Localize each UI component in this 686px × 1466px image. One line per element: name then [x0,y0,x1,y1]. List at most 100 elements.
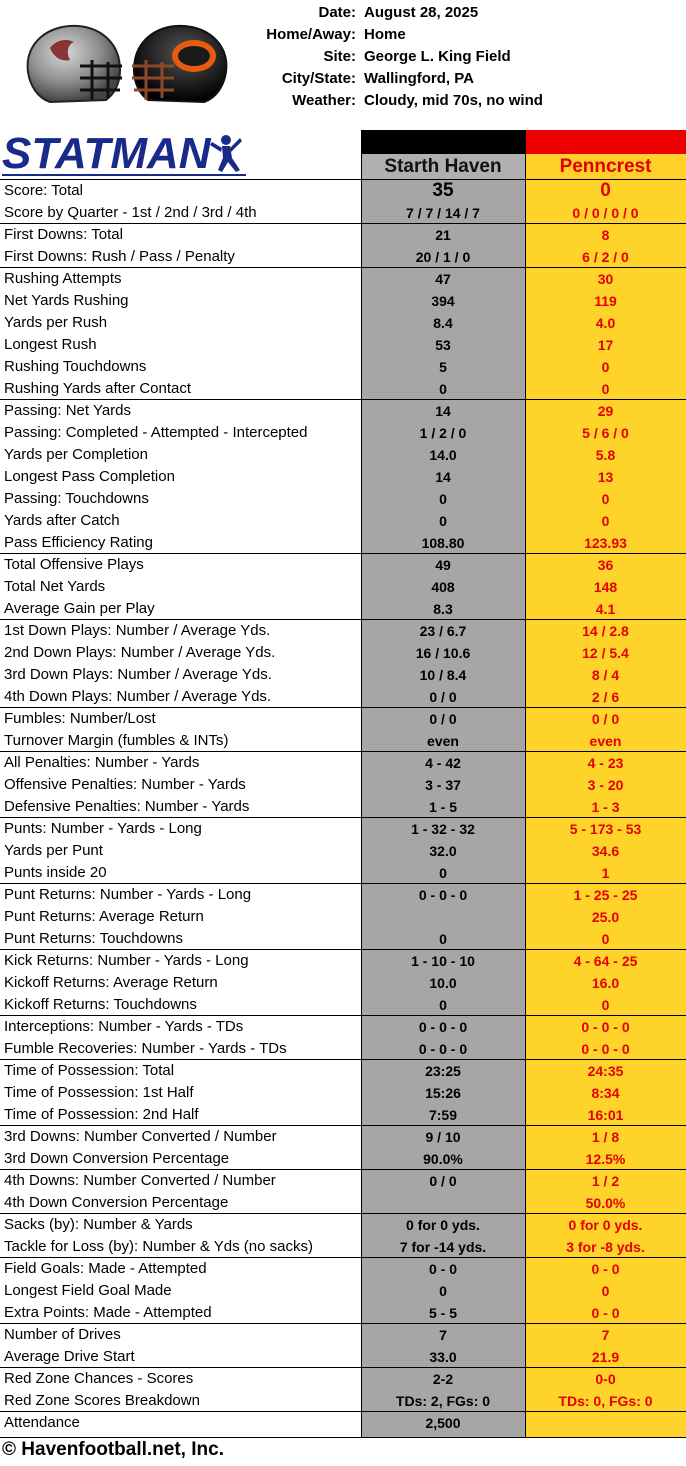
home-value: 14.0 [429,447,457,463]
header-divider [0,179,686,180]
stat-label: Punt Returns: Touchdowns [4,930,183,947]
stat-label: Time of Possession: Total [4,1062,175,1079]
stat-label: Total Offensive Plays [4,556,144,573]
home-value: 90.0% [423,1151,463,1167]
table-row: Longest Rush 53 17 [0,334,686,356]
section-divider [0,1411,686,1412]
away-value: 17 [597,337,614,353]
stat-label: Extra Points: Made - Attempted [4,1304,212,1321]
table-row: Punt Returns: Touchdowns 0 0 [0,928,686,950]
home-value: 33.0 [429,1349,457,1365]
stat-label: Passing: Completed - Attempted - Interce… [4,424,308,441]
info-label: Weather: [292,92,356,109]
away-value: 8 [601,227,610,243]
stat-label: 4th Downs: Number Converted / Number [4,1172,276,1189]
home-value: 2,500 [425,1415,461,1431]
away-value: 2 / 6 [591,689,620,705]
stat-label: Kick Returns: Number - Yards - Long [4,952,249,969]
away-value: 0 [601,931,610,947]
home-value: 7 [439,1327,447,1343]
home-value: 16 / 10.6 [415,645,471,661]
away-value: 13 [597,469,614,485]
stat-label: Passing: Touchdowns [4,490,149,507]
table-row: Score by Quarter - 1st / 2nd / 3rd / 4th… [0,202,686,224]
stat-label: 3rd Downs: Number Converted / Number [4,1128,277,1145]
home-value: even [427,733,459,749]
away-value: 0 - 0 - 0 [581,1041,630,1057]
away-value: 4 - 23 [587,755,624,771]
table-row: Turnover Margin (fumbles & INTs) even even [0,730,686,752]
away-value: 25.0 [591,909,620,925]
stat-label: Time of Possession: 2nd Half [4,1106,199,1123]
table-row: First Downs: Total 21 8 [0,224,686,246]
table-row: 4th Down Conversion Percentage 50.0% [0,1192,686,1214]
table-row: Kickoff Returns: Touchdowns 0 0 [0,994,686,1016]
home-value: 47 [435,271,451,287]
stat-label: Kickoff Returns: Average Return [4,974,218,991]
stat-label: Average Gain per Play [4,600,155,617]
table-row: 1st Down Plays: Number / Average Yds. 23 … [0,620,686,642]
away-team-name: Penncrest [559,156,652,177]
away-value: 0 [601,359,610,375]
away-value: 0 [601,513,610,529]
away-value: 16:01 [587,1107,624,1123]
away-value: 8:34 [591,1085,620,1101]
table-row: 3rd Down Conversion Percentage 90.0% 12.5% [0,1148,686,1170]
table-row: Interceptions: Number - Yards - TDs 0 - 0… [0,1016,686,1038]
away-value: 0 - 0 - 0 [581,1019,630,1035]
table-row: Punt Returns: Average Return 25.0 [0,906,686,928]
section-divider [0,817,686,818]
away-value: 3 - 20 [587,777,624,793]
stat-label: 2nd Down Plays: Number / Average Yds. [4,644,276,661]
stat-label: Punt Returns: Number - Yards - Long [4,886,252,903]
home-value: 14 [435,403,451,419]
home-value: 23 / 6.7 [419,623,467,639]
info-value: Cloudy, mid 70s, no wind [364,92,543,109]
home-value: 8.3 [433,601,453,617]
info-label: Site: [323,48,356,65]
stat-label: Yards after Catch [4,512,120,529]
game-header: Date: August 28, 2025 Home/Away: Home Site: G… [0,0,686,128]
stat-label: Turnover Margin (fumbles & INTs) [4,732,229,749]
away-value: 4.0 [595,315,616,331]
home-value: 0 - 0 - 0 [418,1041,468,1057]
home-value: 1 - 10 - 10 [411,953,475,969]
home-value: 394 [431,293,455,309]
away-value: 119 [594,293,617,309]
table-row: Number of Drives 7 7 [0,1324,686,1346]
away-team-header: Penncrest [525,130,686,180]
away-value: 123.93 [584,535,627,551]
stat-label: Longest Pass Completion [4,468,175,485]
stat-label: Number of Drives [4,1326,121,1343]
home-value: 53 [435,337,451,353]
away-value: 0 [601,381,610,397]
info-value: George L. King Field [364,48,511,65]
stat-label: Yards per Completion [4,446,148,463]
away-value: 0 [601,997,610,1013]
stat-label: Total Net Yards [4,578,106,595]
section-divider [0,1169,686,1170]
home-value: 2-2 [432,1371,454,1387]
away-value: 0 / 0 [591,711,620,727]
away-value: 0 [600,180,611,201]
info-value: Home [364,26,406,43]
stat-label: Defensive Penalties: Number - Yards [4,798,250,815]
table-row: Time of Possession: 1st Half 15:26 8:34 [0,1082,686,1104]
stat-label: Yards per Punt [4,842,103,859]
table-row: Net Yards Rushing 394 119 [0,290,686,312]
stat-label: Passing: Net Yards [4,402,132,419]
home-value: 0 [439,491,447,507]
home-value: 7:59 [428,1107,458,1123]
away-value: 36 [597,557,614,573]
home-value: 3 - 37 [425,777,461,793]
stat-label: Average Drive Start [4,1348,135,1365]
home-value: 7 for -14 yds. [399,1239,487,1255]
table-row: Kickoff Returns: Average Return 10.0 16.0 [0,972,686,994]
info-label: Home/Away: [266,26,356,43]
stat-label: Fumbles: Number/Lost [4,710,156,727]
table-row: 4th Downs: Number Converted / Number 0 / … [0,1170,686,1192]
info-row: City/State: Wallingford, PA [0,68,686,90]
away-value: 5 / 6 / 0 [582,425,629,441]
section-divider [0,619,686,620]
table-row: Passing: Net Yards 14 29 [0,400,686,422]
